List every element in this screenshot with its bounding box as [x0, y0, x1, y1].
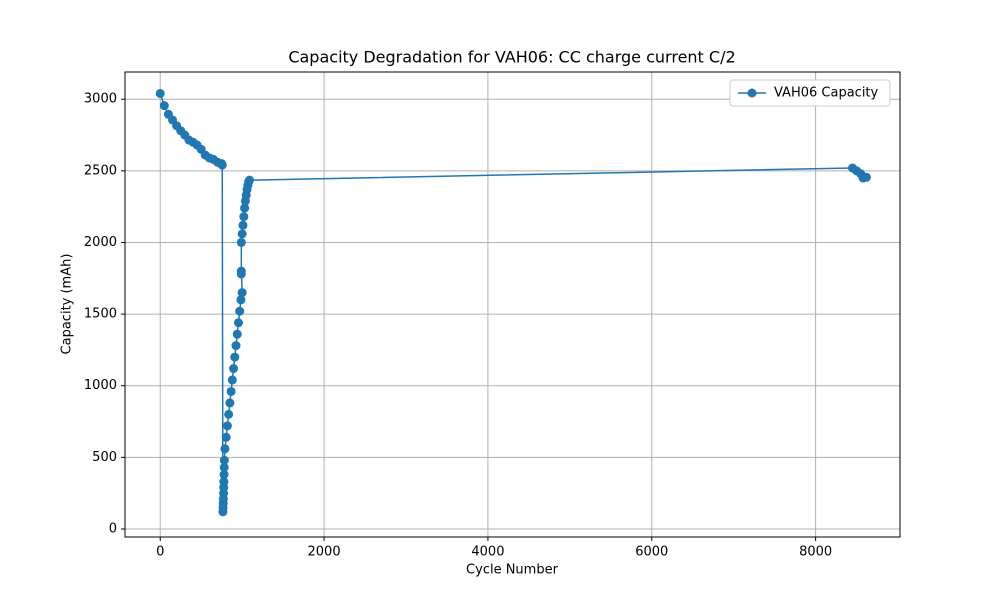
- y-tick-label: 2000: [84, 235, 117, 250]
- data-point: [226, 386, 236, 396]
- data-point: [230, 352, 240, 362]
- data-point: [219, 477, 229, 487]
- data-point: [240, 203, 250, 213]
- x-tick-label: 4000: [471, 545, 504, 560]
- y-tick-label: 1500: [84, 307, 117, 322]
- data-point: [219, 470, 229, 480]
- x-tick-label: 8000: [799, 545, 832, 560]
- data-point: [861, 172, 871, 182]
- x-tick-label: 2000: [308, 545, 341, 560]
- data-point: [227, 375, 237, 385]
- data-point: [219, 455, 229, 465]
- data-point: [221, 432, 231, 442]
- chart-title: Capacity Degradation for VAH06: CC charg…: [288, 48, 735, 67]
- data-point: [238, 220, 248, 230]
- x-axis-label: Cycle Number: [466, 563, 559, 578]
- data-point: [237, 229, 247, 239]
- y-tick-label: 2500: [84, 163, 117, 178]
- data-point: [236, 269, 246, 279]
- legend-label: VAH06 Capacity: [774, 86, 879, 101]
- legend-marker: [747, 88, 757, 98]
- y-tick-label: 0: [109, 521, 117, 536]
- data-point: [224, 409, 234, 419]
- data-point: [236, 295, 246, 305]
- data-point: [219, 462, 229, 472]
- data-point: [235, 306, 245, 316]
- data-point: [236, 237, 246, 247]
- data-point: [237, 288, 247, 298]
- data-point: [217, 160, 227, 170]
- y-tick-label: 3000: [84, 92, 117, 107]
- legend-box: [729, 79, 891, 107]
- data-point: [225, 398, 235, 408]
- data-point: [220, 444, 230, 454]
- data-point: [245, 175, 255, 185]
- y-tick-label: 500: [92, 450, 117, 465]
- data-point: [232, 329, 242, 339]
- data-point: [229, 364, 239, 374]
- data-point: [231, 341, 241, 351]
- data-point: [155, 88, 165, 98]
- data-point: [239, 212, 249, 222]
- data-point: [233, 318, 243, 328]
- x-tick-label: 0: [156, 545, 164, 560]
- data-point: [159, 101, 169, 111]
- y-axis-label: Capacity (mAh): [60, 254, 75, 355]
- y-tick-label: 1000: [84, 378, 117, 393]
- data-point: [222, 421, 232, 431]
- plot-frame: [124, 71, 901, 538]
- x-tick-label: 6000: [635, 545, 668, 560]
